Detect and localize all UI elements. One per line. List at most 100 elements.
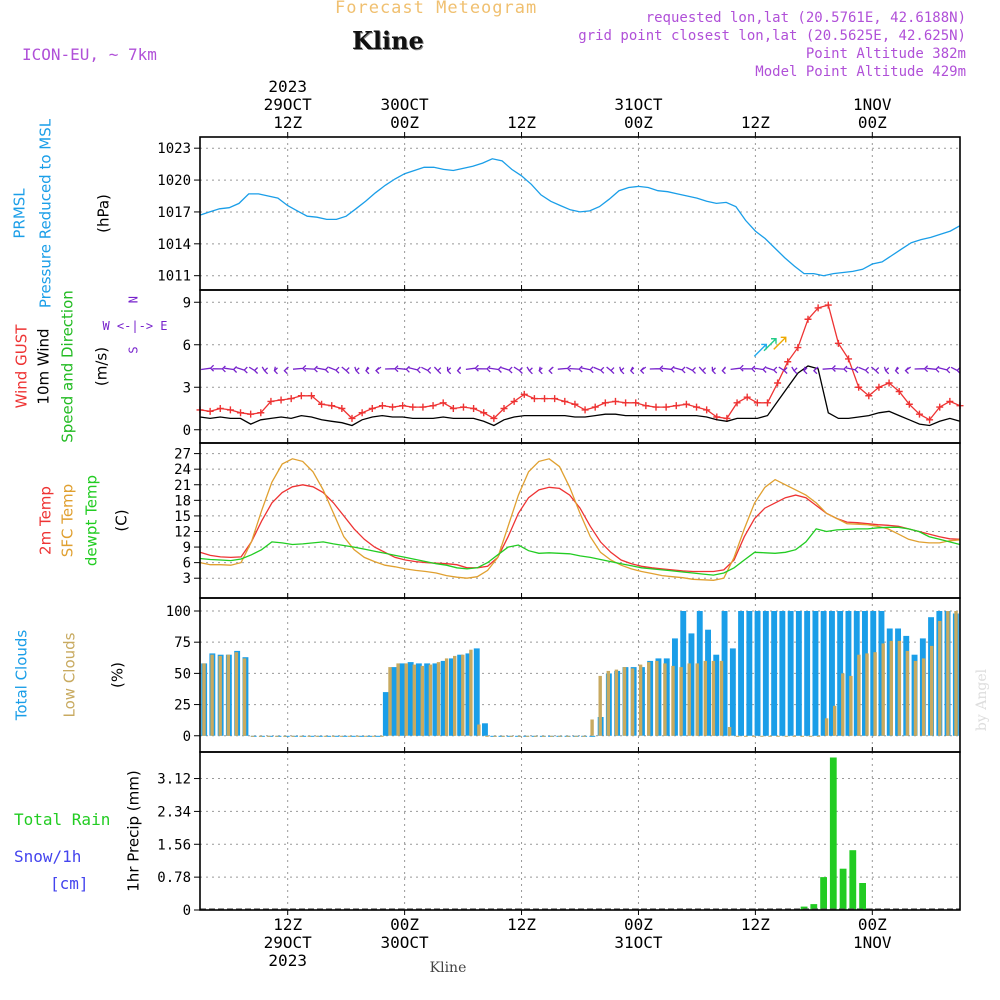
wind-direction-arrow [698, 366, 707, 375]
total-cloud-bar [374, 735, 381, 737]
gust-marker [855, 383, 863, 391]
gust-marker [439, 399, 447, 407]
y-axis-label-sfc-temp: SFC Temp [59, 484, 77, 557]
y-tick-label: 100 [166, 604, 191, 620]
y-tick-label: 9 [183, 540, 191, 556]
wind-direction-arrow [375, 366, 382, 375]
low-cloud-bar [356, 735, 360, 737]
gust-marker [297, 392, 305, 400]
low-cloud-bar [671, 665, 675, 736]
total-cloud-bar [382, 692, 389, 736]
gust-marker [358, 409, 366, 417]
wind-direction-arrow [894, 366, 900, 375]
wind-direction-arrow [273, 366, 278, 375]
data-layer [196, 158, 964, 910]
low-cloud-bar [493, 735, 497, 737]
total-cloud-bar [283, 735, 290, 737]
wind-direction-arrow [926, 365, 940, 373]
low-cloud-bar [275, 735, 279, 737]
gust-marker [399, 402, 407, 410]
frame-layer [194, 132, 961, 915]
gust-marker [530, 395, 538, 403]
low-cloud-bar [897, 640, 902, 736]
gust-marker [662, 403, 670, 411]
gust-marker [561, 397, 569, 405]
low-cloud-bar [234, 652, 239, 736]
gust-marker [865, 392, 873, 400]
total-cloud-bar [713, 654, 720, 736]
low-cloud-bar [776, 735, 780, 737]
low-cloud-bar [558, 735, 562, 737]
wind-direction-arrow [791, 366, 798, 375]
gust-marker [632, 399, 640, 407]
total-cloud-bar [812, 611, 819, 736]
gust-marker [226, 406, 234, 414]
total-cloud-bar [688, 633, 695, 736]
text-layer: 1011101410171020102303693691215182124270… [11, 77, 991, 976]
low-cloud-bar [695, 663, 699, 736]
wind-direction-arrow [765, 366, 778, 374]
gust-marker [703, 406, 711, 414]
total-cloud-bar [482, 723, 488, 736]
rain-bar [820, 877, 827, 910]
total-cloud-bar [333, 735, 340, 737]
total-cloud-bar [415, 663, 422, 736]
gust-marker [348, 414, 356, 422]
wind-direction-arrow [365, 366, 370, 375]
gust-marker [368, 405, 376, 412]
low-cloud-bar [622, 667, 627, 736]
gust-marker [277, 396, 285, 404]
gust-marker [216, 405, 224, 412]
y-tick-label: 6 [183, 556, 191, 572]
gust-marker [449, 405, 457, 412]
rain-bar [859, 883, 866, 910]
y-tick-label: 24 [174, 462, 191, 478]
gust-marker [905, 400, 913, 408]
total-cloud-bar [829, 611, 835, 736]
bottom-time-label: 12Z [507, 915, 536, 934]
wind-direction-arrow [845, 366, 859, 374]
bottom-time-label: 00Z [390, 915, 419, 934]
wind-direction-arrow [803, 366, 808, 375]
total-cloud-bar [779, 611, 786, 736]
wind-direction-arrow [778, 366, 788, 374]
low-cloud-bar [736, 735, 740, 737]
wind-direction-arrow [773, 336, 787, 350]
wind-direction-arrow [950, 366, 961, 374]
low-cloud-bar [841, 673, 845, 736]
compass-south: S [127, 346, 141, 353]
gust-marker [571, 400, 579, 408]
low-cloud-bar [889, 640, 893, 736]
wind-direction-arrow [763, 338, 777, 352]
rain-bar [839, 868, 847, 910]
low-cloud-bar [647, 662, 651, 736]
total-cloud-bar [407, 662, 414, 736]
low-cloud-bar [525, 735, 530, 737]
total-cloud-bar [391, 667, 398, 736]
wind-direction-arrow [201, 364, 215, 372]
credit-watermark: by Angel [974, 668, 990, 731]
y-tick-label: 50 [174, 666, 191, 682]
gust-marker [763, 399, 771, 407]
total-cloud-bar [316, 735, 323, 737]
low-cloud-bar [202, 663, 206, 736]
low-cloud-bar [574, 735, 578, 737]
wind-direction-arrow [396, 365, 410, 373]
top-time-label: 31OCT [614, 95, 663, 114]
low-cloud-bar [630, 668, 635, 736]
low-cloud-bar [824, 718, 829, 736]
total-cloud-bar [292, 735, 298, 737]
gust-marker [480, 409, 488, 417]
wind-direction-arrow [581, 366, 594, 374]
y-tick-label: 1023 [157, 141, 191, 157]
requested-coords: requested lon,lat (20.5761E, 42.6188N) [645, 10, 966, 26]
total-cloud-bar [663, 658, 670, 736]
low-cloud-bar [800, 735, 804, 737]
low-cloud-bar [323, 735, 327, 737]
low-cloud-bar [833, 705, 837, 736]
wind-direction-arrow [501, 366, 513, 374]
low-cloud-bar [436, 662, 441, 736]
gust-marker [743, 393, 751, 401]
gust-marker [774, 379, 782, 387]
wind-direction-arrow [914, 365, 929, 373]
